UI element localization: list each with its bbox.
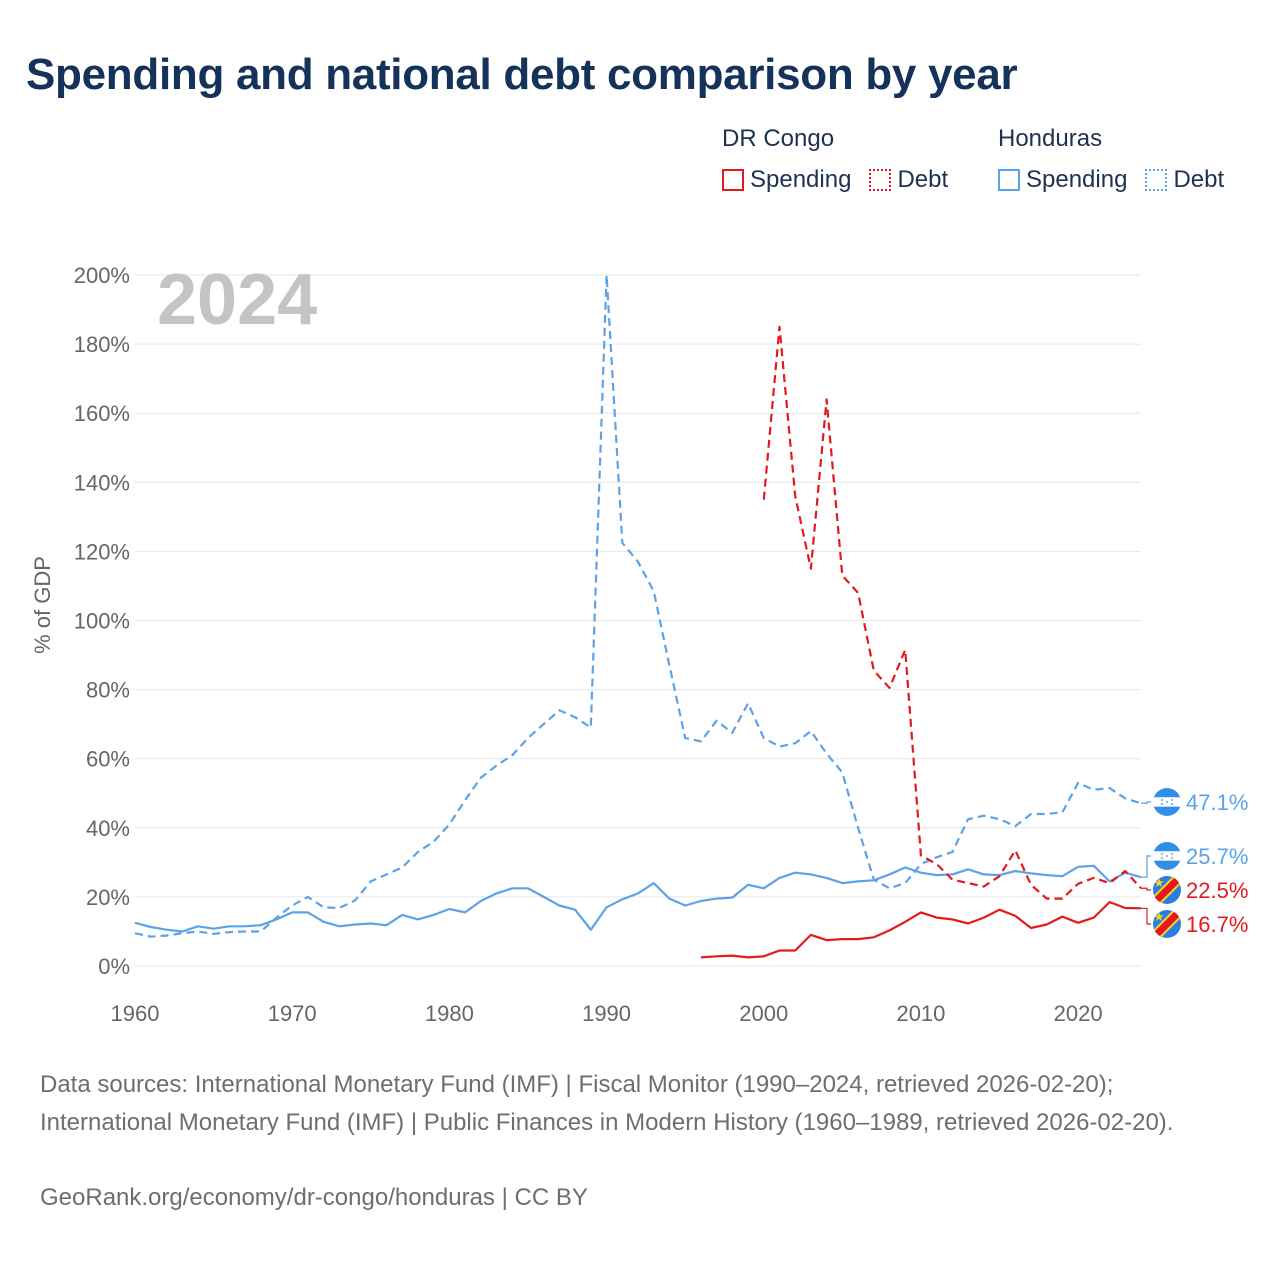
series-line-honduras-spending: [134, 864, 1142, 933]
legend-country-name: Honduras: [998, 125, 1103, 152]
legend-label: Debt: [897, 166, 949, 193]
legend-label: Debt: [1173, 166, 1225, 193]
legend-label: Spending: [1026, 166, 1128, 193]
legend-group-honduras: Honduras Spending Debt: [998, 124, 1224, 194]
y-axis-ticks: 0% 20% 40% 60% 80% 100% 120% 140% 160% 180% 200%: [74, 263, 130, 979]
leader-line: [1141, 907, 1151, 925]
leader-line: [1141, 801, 1151, 804]
x-tick-label: 2010: [896, 1001, 945, 1026]
end-value-label: 16.7%: [1186, 912, 1248, 937]
legend-item-honduras-spending[interactable]: Spending: [998, 166, 1127, 194]
end-value-label: 47.1%: [1186, 790, 1248, 815]
chart-title: Spending and national debt comparison by…: [26, 50, 1018, 99]
dr-congo-flag-icon: [1153, 876, 1181, 904]
series-line-honduras-debt: [134, 273, 1142, 938]
legend-label: Spending: [750, 166, 852, 193]
series-line-dr-congo-spending: [700, 900, 1142, 959]
y-axis-label: % of GDP: [30, 556, 55, 654]
end-value-label: 22.5%: [1186, 878, 1248, 903]
data-sources: Data sources: International Monetary Fun…: [40, 1071, 1174, 1136]
y-tick-label: 120%: [74, 539, 130, 564]
x-tick-label: 1970: [268, 1001, 317, 1026]
x-tick-label: 2020: [1054, 1001, 1103, 1026]
leader-line: [1141, 887, 1151, 891]
end-markers: 47.1% 25.7% 22.5% 16.7%: [1141, 788, 1248, 938]
x-tick-label: 1960: [111, 1001, 160, 1026]
y-tick-label: 180%: [74, 332, 130, 357]
y-tick-label: 140%: [74, 470, 130, 495]
y-tick-label: 40%: [86, 816, 130, 841]
legend-item-dr-congo-spending[interactable]: Spending: [722, 166, 851, 194]
honduras-flag-icon: [1153, 788, 1181, 816]
end-value-label: 25.7%: [1186, 844, 1248, 869]
year-watermark: 2024: [157, 260, 317, 340]
series-lines: [134, 273, 1142, 959]
y-tick-label: 200%: [74, 263, 130, 288]
dr-congo-flag-icon: [1153, 910, 1181, 938]
y-tick-label: 100%: [74, 609, 130, 634]
y-tick-label: 60%: [86, 747, 130, 772]
x-tick-label: 1990: [582, 1001, 631, 1026]
solid-line-swatch-icon: [722, 169, 744, 191]
y-tick-label: 80%: [86, 678, 130, 703]
dotted-line-swatch-icon: [869, 169, 892, 191]
honduras-flag-icon: [1153, 842, 1181, 870]
legend-item-dr-congo-debt[interactable]: Debt: [869, 166, 948, 194]
legend-group-dr-congo: DR Congo Spending Debt: [722, 124, 948, 194]
y-tick-label: 160%: [74, 401, 130, 426]
x-tick-label: 1980: [425, 1001, 474, 1026]
series-line-dr-congo-debt: [762, 325, 1142, 900]
leader-line: [1141, 855, 1151, 878]
dotted-line-swatch-icon: [1145, 169, 1168, 191]
legend-item-honduras-debt[interactable]: Debt: [1145, 166, 1224, 194]
line-chart: 2024 % of GDP 0% 20% 40% 60% 80% 100% 120% 140%…: [30, 260, 1248, 1026]
y-tick-label: 20%: [86, 885, 130, 910]
legend-country-name: DR Congo: [722, 125, 835, 152]
credit-link[interactable]: GeoRank.org/economy/dr-congo/honduras | …: [40, 1184, 588, 1211]
y-tick-label: 0%: [98, 954, 130, 979]
gridlines: [135, 274, 1141, 967]
x-axis-ticks: 1960 1970 1980 1990 2000 2010 2020: [111, 1001, 1103, 1026]
solid-line-swatch-icon: [998, 169, 1020, 191]
x-tick-label: 2000: [739, 1001, 788, 1026]
footer: Data sources: International Monetary Fun…: [40, 1066, 1240, 1142]
